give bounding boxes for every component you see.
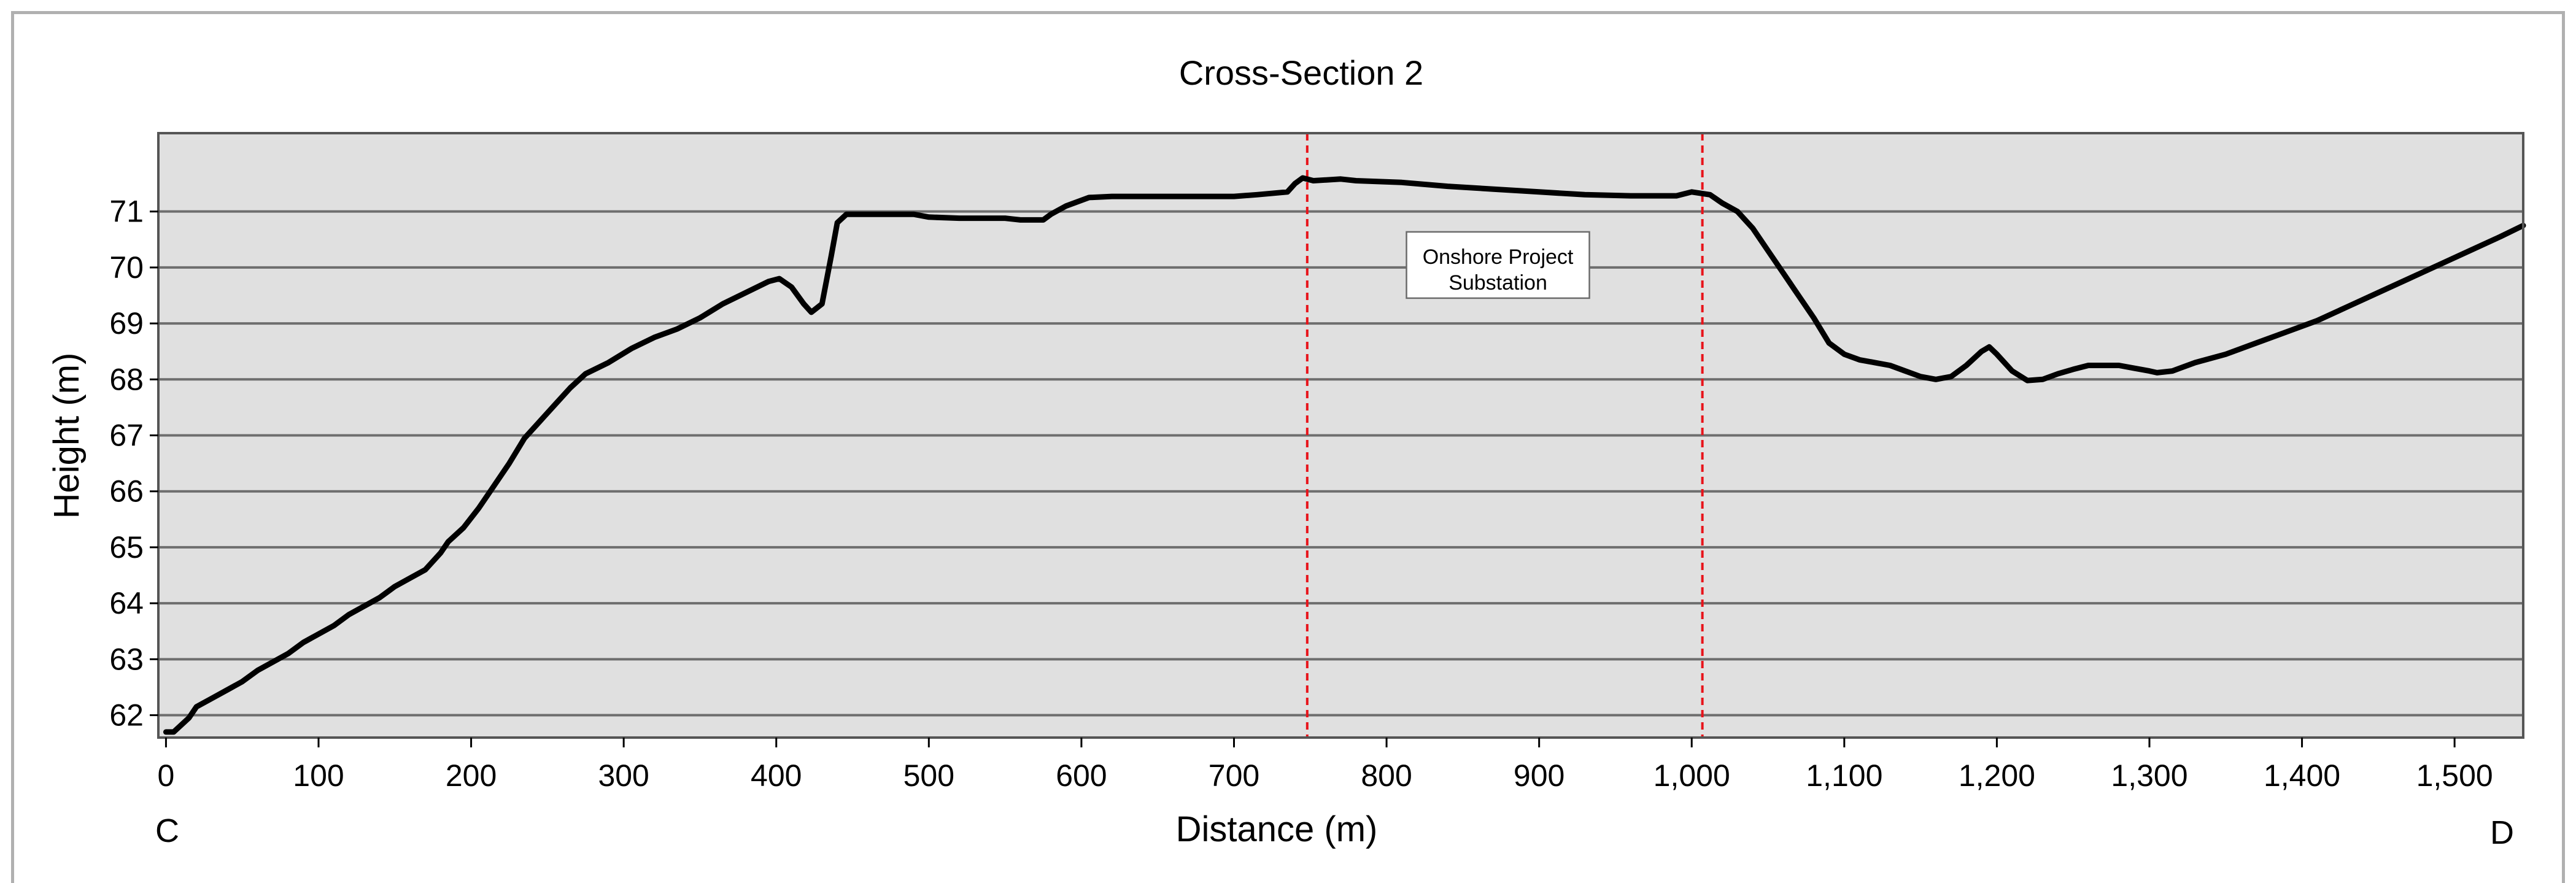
x-tick-label: 1,500: [2416, 758, 2493, 793]
y-tick-label: 70: [109, 250, 144, 285]
x-tick-label: 1,200: [1959, 758, 2035, 793]
x-axis-label: Distance (m): [1176, 809, 1378, 849]
terrain-profile-line: [163, 175, 2526, 735]
substation-annotation: Onshore Project Substation: [1406, 231, 1590, 299]
x-tick-label: 400: [751, 758, 802, 793]
chart-title: Cross-Section 2: [1179, 53, 1423, 92]
annotation-line-2: Substation: [1449, 271, 1547, 295]
y-tick-label: 63: [109, 642, 144, 676]
y-axis: 62 63 64 65 66 67 68 69 70 71: [109, 195, 158, 733]
x-tick-label: 700: [1209, 758, 1259, 793]
x-tick-label: 100: [293, 758, 344, 793]
y-tick-label: 69: [109, 306, 144, 341]
y-tick-label: 66: [109, 474, 144, 509]
x-tick-label: 1,100: [1806, 758, 1882, 793]
x-tick-label: 900: [1514, 758, 1565, 793]
annotation-box: [1406, 231, 1590, 299]
start-label: C: [155, 812, 179, 849]
y-tick-label: 71: [109, 195, 144, 229]
y-tick-label: 67: [109, 418, 144, 453]
annotation-line-1: Onshore Project: [1423, 245, 1574, 269]
substation-boundaries: [1305, 133, 1704, 738]
x-tick-label: 500: [903, 758, 954, 793]
series-layer: [163, 175, 2526, 735]
end-label: D: [2490, 814, 2514, 851]
x-tick-label: 0: [158, 758, 175, 793]
x-axis: 0 100 200 300 400 500 600 700 800 900 1,000 1,100 1,…: [158, 738, 2493, 793]
y-axis-label: Height (m): [47, 353, 87, 519]
chart-frame: [11, 11, 2565, 883]
grid-lines: [158, 210, 2523, 717]
x-tick-label: 1,400: [2264, 758, 2340, 793]
x-tick-label: 300: [598, 758, 649, 793]
y-tick-label: 64: [109, 586, 144, 620]
x-tick-label: 1,000: [1654, 758, 1730, 793]
x-tick-label: 800: [1361, 758, 1412, 793]
x-tick-label: 1,300: [2111, 758, 2187, 793]
y-tick-label: 62: [109, 698, 144, 733]
x-tick-label: 200: [446, 758, 497, 793]
y-tick-label: 65: [109, 530, 144, 565]
x-tick-label: 600: [1056, 758, 1107, 793]
y-tick-label: 68: [109, 362, 144, 396]
